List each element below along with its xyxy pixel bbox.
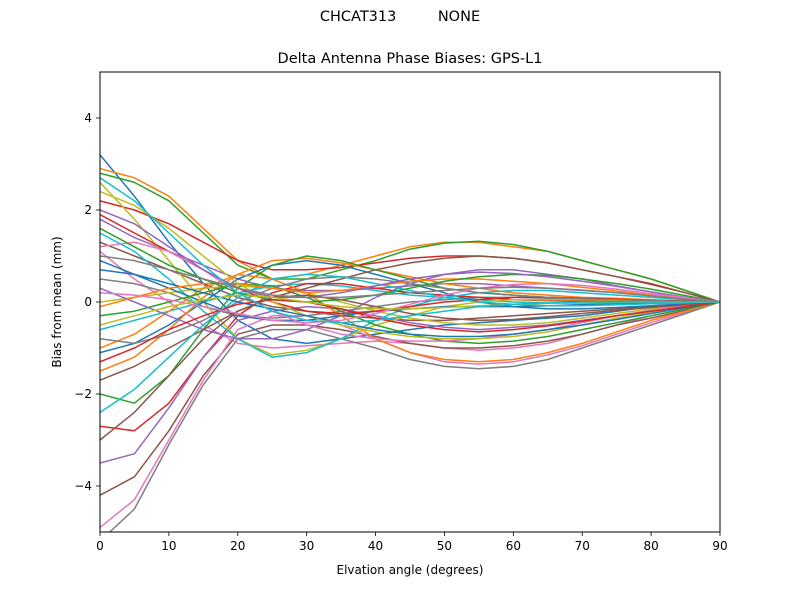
x-tick-label: 50 bbox=[437, 539, 452, 553]
series-line bbox=[100, 255, 720, 381]
x-tick-label: 0 bbox=[96, 539, 104, 553]
series-line bbox=[100, 200, 720, 303]
figure-suptitle: CHCAT313 NONE bbox=[319, 9, 481, 25]
series-line bbox=[100, 273, 720, 414]
series-line bbox=[100, 298, 720, 363]
series-line bbox=[100, 190, 720, 340]
series-line bbox=[100, 294, 720, 441]
series-line bbox=[100, 177, 720, 324]
series-line bbox=[100, 255, 720, 303]
y-tick-label: −2 bbox=[74, 387, 92, 401]
series-line bbox=[108, 301, 720, 532]
x-tick-label: 60 bbox=[506, 539, 521, 553]
series-line bbox=[100, 209, 720, 303]
x-tick-label: 20 bbox=[230, 539, 245, 553]
series-line bbox=[100, 278, 720, 308]
y-axis-label: Bias from mean (mm) bbox=[50, 236, 64, 367]
x-axis-ticks: 0 10 20 30 40 50 60 70 80 90 bbox=[96, 532, 728, 553]
x-axis-label: Elvation angle (degrees) bbox=[337, 563, 484, 577]
y-tick-label: 0 bbox=[84, 295, 92, 309]
x-tick-label: 80 bbox=[643, 539, 658, 553]
y-axis-ticks: −4 −2 0 2 4 bbox=[74, 111, 100, 493]
series-line bbox=[100, 273, 720, 363]
chart-title: Delta Antenna Phase Biases: GPS-L1 bbox=[278, 51, 543, 67]
series-line bbox=[100, 282, 720, 324]
x-tick-label: 10 bbox=[161, 539, 176, 553]
series-line bbox=[100, 257, 720, 372]
plot-area bbox=[99, 71, 721, 533]
x-tick-label: 40 bbox=[368, 539, 383, 553]
x-tick-label: 90 bbox=[712, 539, 727, 553]
series-layer bbox=[100, 154, 720, 532]
x-tick-label: 30 bbox=[299, 539, 314, 553]
y-tick-label: 4 bbox=[84, 111, 92, 125]
y-tick-label: −4 bbox=[74, 479, 92, 493]
series-line bbox=[100, 269, 720, 338]
series-line bbox=[100, 301, 720, 496]
series-line bbox=[100, 275, 720, 345]
y-tick-label: 2 bbox=[84, 203, 92, 217]
series-line bbox=[100, 172, 720, 303]
x-tick-label: 70 bbox=[575, 539, 590, 553]
series-line bbox=[100, 282, 720, 432]
